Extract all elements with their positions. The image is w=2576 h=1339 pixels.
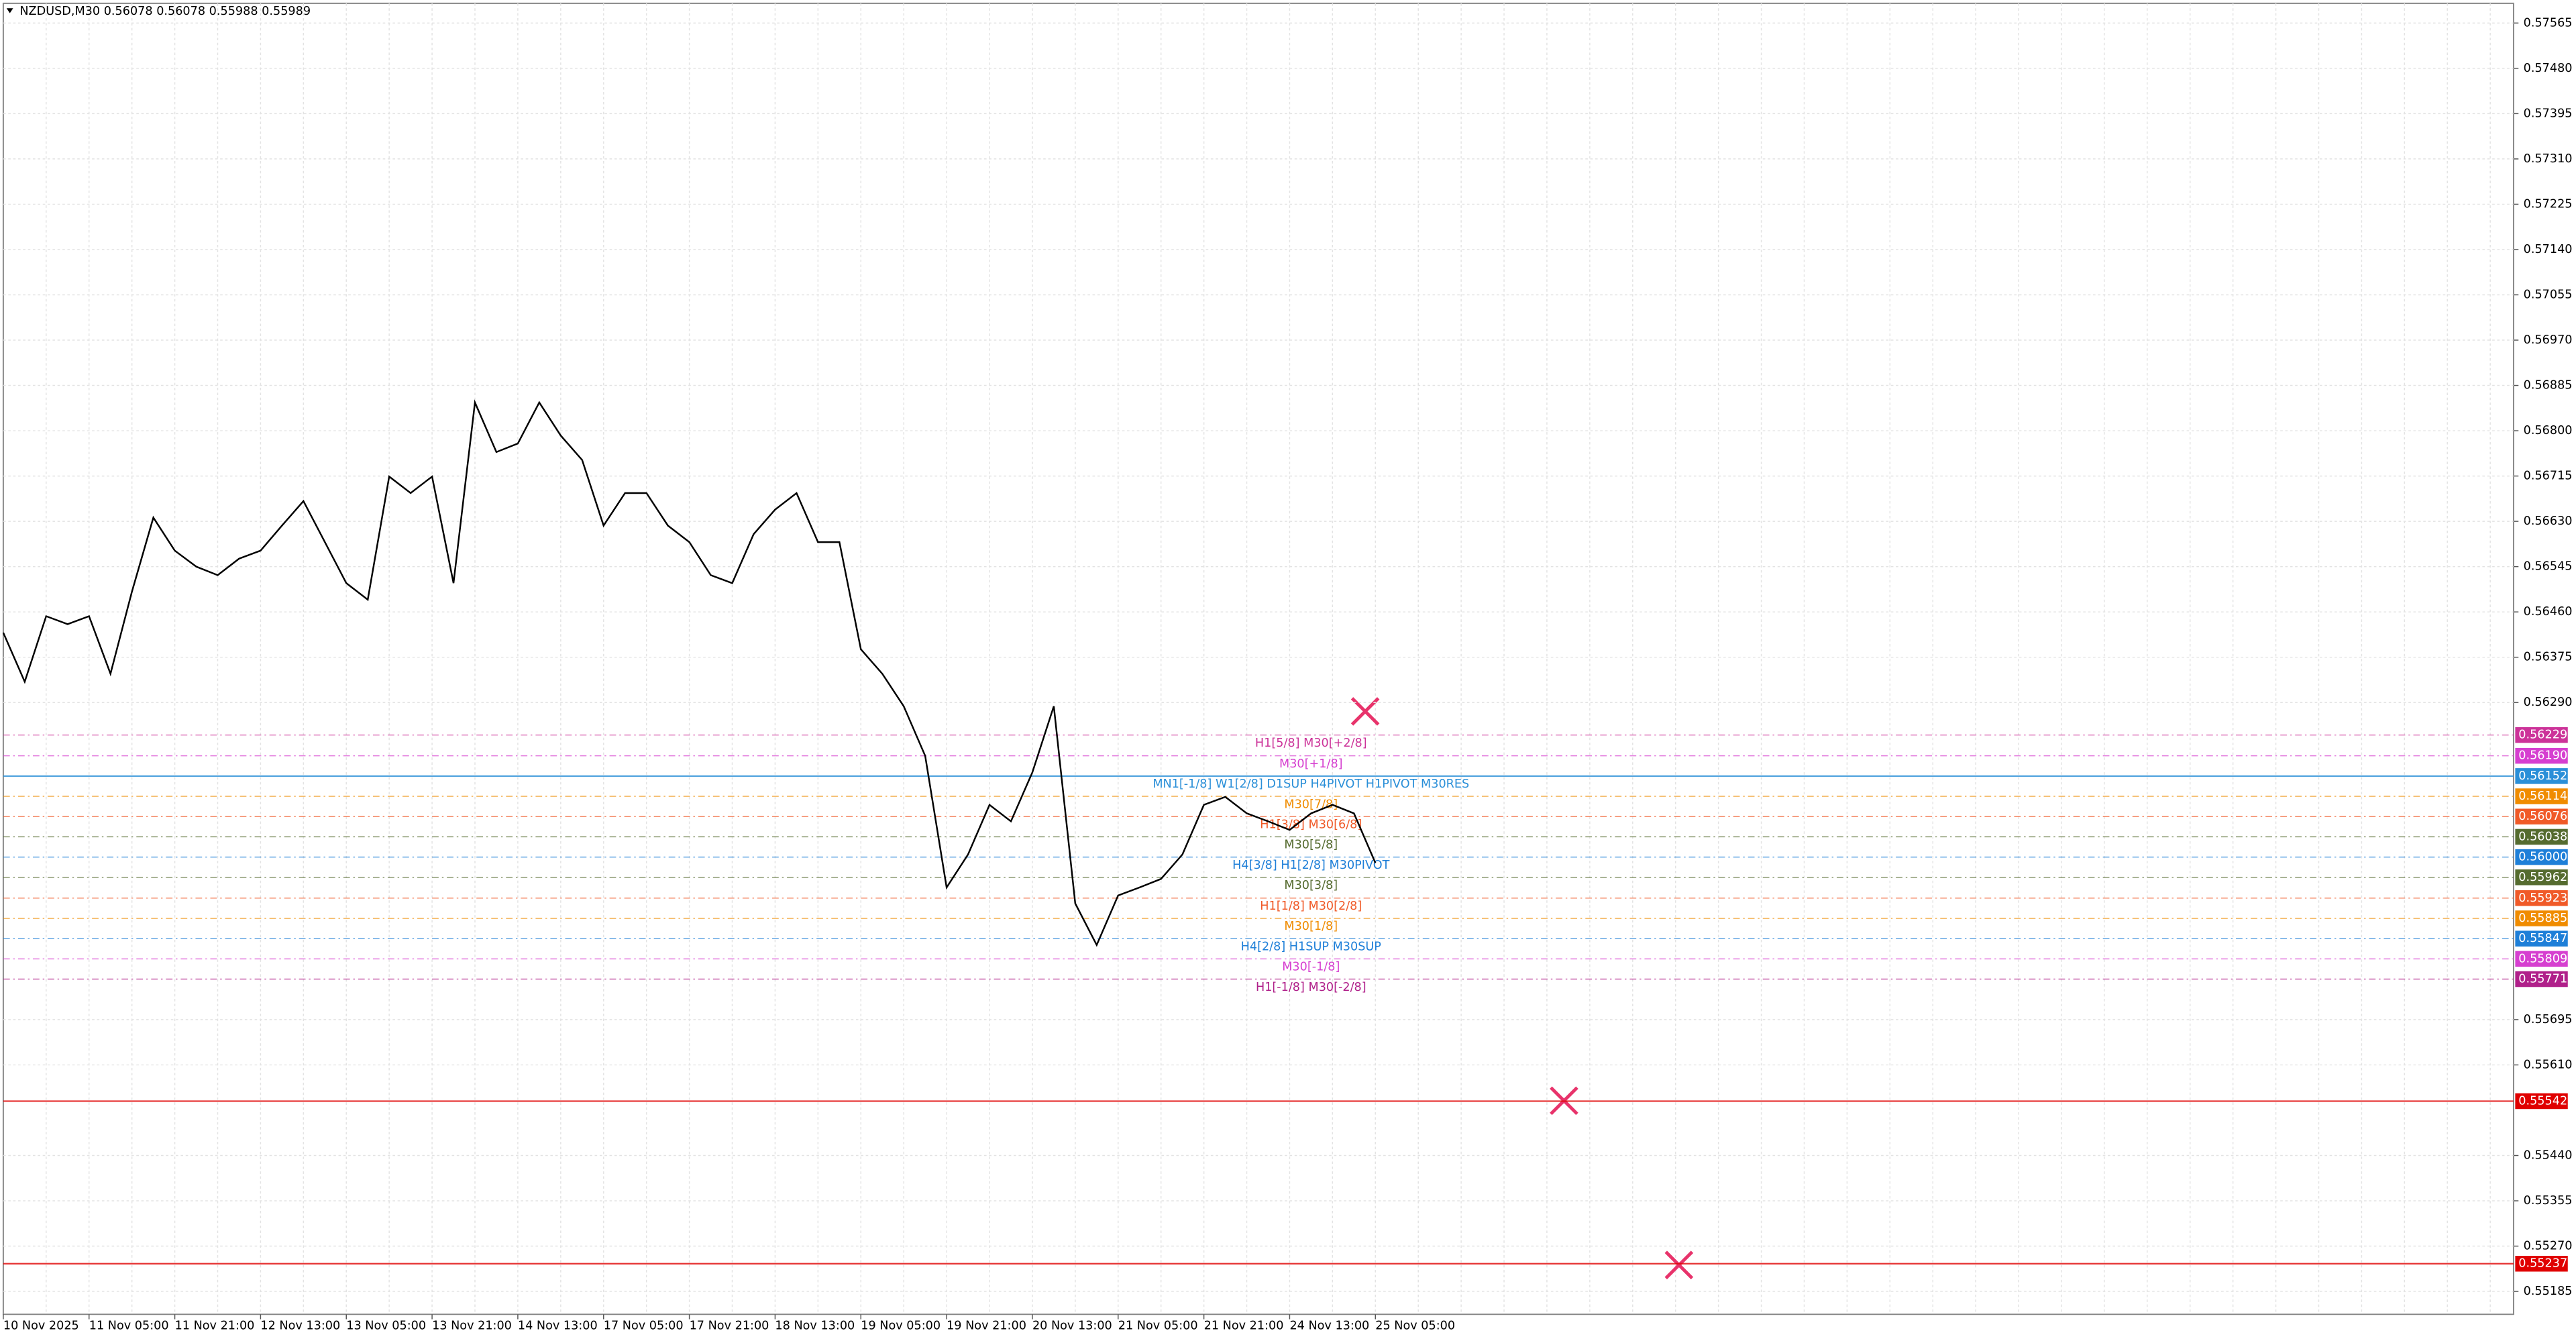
price-box <box>2515 890 2568 906</box>
price-box-label: 0.55542 <box>2518 1094 2567 1108</box>
y-tick-label: 0.56290 <box>2524 696 2573 709</box>
price-box-label: 0.55237 <box>2518 1257 2567 1271</box>
price-box <box>2515 951 2568 967</box>
price-box <box>2515 849 2568 865</box>
y-tick-label: 0.55355 <box>2524 1194 2573 1208</box>
price-box-label: 0.56038 <box>2518 830 2567 843</box>
x-tick-label: 19 Nov 21:00 <box>947 1319 1026 1332</box>
price-box-label: 0.55962 <box>2518 871 2567 884</box>
level-label: M30[3/8] <box>1284 879 1338 892</box>
level-label: M30[-1/8] <box>1282 961 1340 974</box>
cross-marker <box>1664 1250 1694 1280</box>
y-tick-label: 0.56715 <box>2524 470 2573 483</box>
vertical-grid <box>46 3 2491 1315</box>
y-tick-label: 0.56545 <box>2524 560 2573 574</box>
price-box <box>2515 1255 2568 1272</box>
price-box <box>2515 971 2568 987</box>
price-box <box>2515 788 2568 804</box>
x-tick-label: 14 Nov 13:00 <box>518 1319 598 1332</box>
y-tick-label: 0.56460 <box>2524 605 2573 619</box>
x-tick-label: 11 Nov 21:00 <box>175 1319 255 1332</box>
level-label: MN1[-1/8] W1[2/8] D1SUP H4PIVOT H1PIVOT … <box>1152 778 1469 791</box>
y-tick-label: 0.55185 <box>2524 1285 2573 1298</box>
price-box <box>2515 828 2568 845</box>
x-tick-label: 24 Nov 13:00 <box>1289 1319 1369 1332</box>
level-label: H1[5/8] M30[+2/8] <box>1255 737 1367 750</box>
y-tick-label: 0.56630 <box>2524 515 2573 528</box>
price-box-label: 0.55771 <box>2518 973 2567 986</box>
x-tick-label: 18 Nov 13:00 <box>775 1319 855 1332</box>
price-box-label: 0.55923 <box>2518 892 2567 905</box>
price-box <box>2515 1093 2568 1110</box>
level-label: M30[+1/8] <box>1279 757 1343 771</box>
x-tick-label: 13 Nov 05:00 <box>346 1319 426 1332</box>
price-box <box>2515 747 2568 764</box>
y-tick-label: 0.55610 <box>2524 1058 2573 1071</box>
price-box <box>2515 930 2568 947</box>
y-tick-label: 0.57055 <box>2524 288 2573 301</box>
x-tick-label: 21 Nov 21:00 <box>1204 1319 1284 1332</box>
level-label: M30[5/8] <box>1284 839 1338 852</box>
y-tick-label: 0.57140 <box>2524 243 2573 256</box>
level-label: H1[-1/8] M30[-2/8] <box>1256 981 1366 994</box>
price-box-label: 0.56190 <box>2518 749 2567 763</box>
price-box <box>2515 768 2568 784</box>
price-box <box>2515 910 2568 926</box>
plot-frame <box>2 2 2514 1316</box>
x-tick-label: 17 Nov 05:00 <box>604 1319 684 1332</box>
price-box-label: 0.56229 <box>2518 729 2567 742</box>
price-box <box>2515 808 2568 824</box>
y-tick-label: 0.57310 <box>2524 152 2573 166</box>
y-tick-label: 0.57565 <box>2524 16 2573 30</box>
y-tick-label: 0.55695 <box>2524 1013 2573 1026</box>
x-tick-label: 25 Nov 05:00 <box>1375 1319 1455 1332</box>
y-tick-label: 0.56885 <box>2524 379 2573 392</box>
chart-title: NZDUSD,M30 0.56078 0.56078 0.55988 0.559… <box>19 5 311 18</box>
y-tick-label: 0.55270 <box>2524 1240 2573 1253</box>
x-tick-label: 11 Nov 05:00 <box>89 1319 169 1332</box>
y-tick-label: 0.57480 <box>2524 62 2573 75</box>
x-tick-label: 17 Nov 21:00 <box>690 1319 769 1332</box>
price-box <box>2515 727 2568 743</box>
price-box-label: 0.56152 <box>2518 769 2567 783</box>
x-tick-label: 20 Nov 13:00 <box>1032 1319 1112 1332</box>
y-tick-label: 0.57395 <box>2524 107 2573 120</box>
y-tick-label: 0.56800 <box>2524 424 2573 437</box>
y-tick-label: 0.56375 <box>2524 651 2573 664</box>
price-box-label: 0.55885 <box>2518 912 2567 925</box>
x-tick-label: 13 Nov 21:00 <box>432 1319 512 1332</box>
price-box <box>2515 869 2568 886</box>
price-box-label: 0.55809 <box>2518 952 2567 965</box>
level-label: M30[7/8] <box>1284 798 1338 811</box>
level-label: M30[1/8] <box>1284 920 1338 933</box>
y-tick-label: 0.55440 <box>2524 1148 2573 1162</box>
x-tick-label: 19 Nov 05:00 <box>861 1319 941 1332</box>
menu-triangle <box>6 8 13 13</box>
x-tick-label: 12 Nov 13:00 <box>260 1319 340 1332</box>
price-box-label: 0.55847 <box>2518 932 2567 945</box>
price-line <box>2 399 1377 947</box>
level-label: H4[3/8] H1[2/8] M30PIVOT <box>1232 859 1389 872</box>
level-label: H1[1/8] M30[2/8] <box>1260 900 1362 913</box>
level-label: H4[2/8] H1SUP M30SUP <box>1241 940 1382 953</box>
y-tick-label: 0.56970 <box>2524 333 2573 347</box>
price-box-label: 0.56000 <box>2518 851 2567 864</box>
x-tick-label: 21 Nov 05:00 <box>1118 1319 1198 1332</box>
price-box-label: 0.56076 <box>2518 810 2567 823</box>
y-tick-label: 0.57225 <box>2524 197 2573 211</box>
x-tick-label: 10 Nov 2025 <box>3 1319 79 1332</box>
price-box-label: 0.56114 <box>2518 790 2567 803</box>
